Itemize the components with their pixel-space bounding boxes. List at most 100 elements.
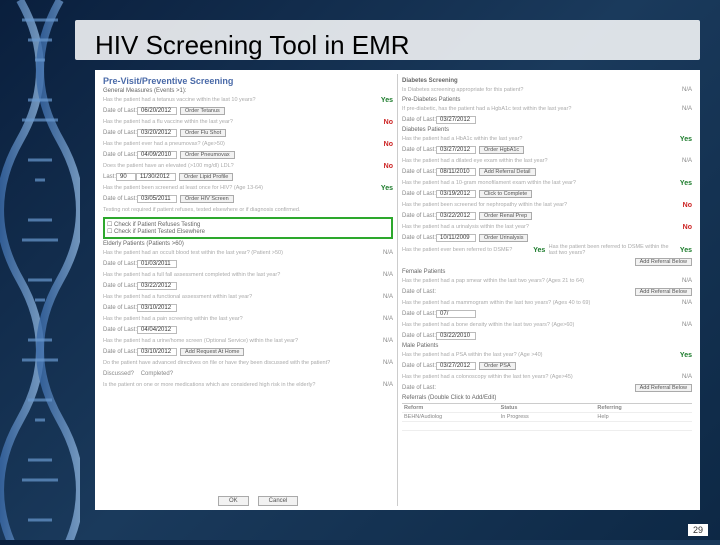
flu-btn[interactable]: Order Flu Shot [180, 129, 226, 137]
adv-q: Do the patient have advanced directives … [103, 360, 379, 366]
urin-ans: No [683, 224, 692, 231]
hiv-date[interactable]: 03/05/2011 [137, 195, 177, 203]
func-q: Has the patient had a functional assessm… [103, 294, 379, 300]
hiv-chk2[interactable]: ☐ Check if Patient Tested Elsewhere [107, 228, 389, 235]
emr-panel: Pre-Visit/Preventive Screening General M… [95, 70, 700, 510]
med-ans: N/A [383, 382, 393, 388]
occult-q: Has the patient had an occult blood test… [103, 250, 379, 256]
urin-q: Has the patient had a urinalysis within … [402, 224, 679, 230]
ldl-date[interactable]: 11/30/2012 [136, 173, 176, 181]
hiv-btn[interactable]: Order HIV Screen [180, 195, 234, 203]
flu-q: Has the patient had a flu vaccine within… [103, 119, 380, 125]
hba1c-date[interactable]: 03/27/2012 [436, 146, 476, 154]
occult-date[interactable]: 01/03/2011 [137, 260, 177, 268]
ref-c1: Reform [402, 404, 499, 412]
hba1c-ans: Yes [680, 136, 692, 143]
mono-btn[interactable]: Click to Complete [479, 190, 532, 198]
ok-button[interactable]: OK [218, 496, 249, 506]
mamm-q: Has the patient had a mammogram within t… [402, 300, 678, 306]
mono-q: Has the patient had a 10-gram monofilame… [402, 180, 676, 186]
pneum-ans: No [384, 141, 393, 148]
general-header: General Measures (Events >1): [103, 88, 393, 94]
bone-q: Has the patient had a bone density withi… [402, 322, 678, 328]
ref-c3: Referring [595, 404, 692, 412]
psa-ans: Yes [680, 352, 692, 359]
eye-btn[interactable]: Add Referral Detail [479, 168, 535, 176]
psa-q: Has the patient had a PSA within the las… [402, 352, 676, 358]
ldl-q: Does the patient have an elevated (>100 … [103, 163, 380, 169]
flu-ans: No [384, 119, 393, 126]
ldl-val[interactable]: 90 [116, 173, 136, 181]
ref-r1: BEHN/Audiolog [402, 413, 499, 421]
dsme-a1: Yes [533, 247, 545, 254]
dsme-btn[interactable]: Add Referral Below [635, 258, 692, 266]
hba1c-btn[interactable]: Order HgbA1c [479, 146, 524, 154]
func-ans: N/A [383, 294, 393, 300]
ref-r3: Help [595, 413, 692, 421]
tetanus-btn[interactable]: Order Tetanus [180, 107, 225, 115]
col-q: Has the patient had a colonoscopy within… [402, 374, 678, 380]
dsme-q2: Has the patient been referred to DSME wi… [549, 244, 676, 256]
neph-btn[interactable]: Order Renal Prep [479, 212, 532, 220]
tetanus-q: Has the patient had a tetanus vaccine wi… [103, 97, 377, 103]
psa-btn[interactable]: Order PSA [479, 362, 516, 370]
male-hdr: Male Patients [402, 343, 692, 349]
func-date[interactable]: 03/10/2012 [137, 304, 177, 312]
dsme-a2: Yes [680, 247, 692, 254]
ldl-ans: No [384, 163, 393, 170]
fall-q: Has the patient had a full fall assessme… [103, 272, 379, 278]
ldl-btn[interactable]: Order Lipid Profile [179, 173, 233, 181]
comp-lbl: Completed? [141, 371, 173, 377]
mono-ans: Yes [680, 180, 692, 187]
pap-btn[interactable]: Add Referral Below [635, 288, 692, 296]
diabp-hdr: Diabetes Patients [402, 127, 692, 133]
adv-ans: N/A [383, 360, 393, 366]
col-ans: N/A [682, 374, 692, 380]
mamm-date[interactable]: 07/ [436, 310, 476, 318]
scr-btn[interactable]: Add Request At Home [180, 348, 244, 356]
elderly-header: Elderly Patients (Patients >60) [103, 241, 393, 247]
fall-ans: N/A [383, 272, 393, 278]
left-column: Pre-Visit/Preventive Screening General M… [99, 74, 397, 506]
dna-decoration [0, 0, 80, 540]
urin-btn[interactable]: Order Urinalysis [479, 234, 528, 242]
pneum-date[interactable]: 04/09/2010 [137, 151, 177, 159]
col-btn[interactable]: Add Referral Below [635, 384, 692, 392]
psa-date[interactable]: 03/27/2012 [436, 362, 476, 370]
slide-title: HIV Screening Tool in EMR [95, 30, 410, 61]
hiv-chk1[interactable]: ☐ Check if Patient Refuses Testing [107, 221, 389, 228]
cancel-button[interactable]: Cancel [258, 496, 299, 506]
diab-hdr: Diabetes Screening [402, 78, 692, 84]
flu-date[interactable]: 03/20/2012 [137, 129, 177, 137]
bone-ans: N/A [682, 322, 692, 328]
pneum-btn[interactable]: Order Pneumovax [180, 151, 235, 159]
hiv-ans: Yes [381, 185, 393, 192]
hba1c-q: Has the patient had a HbA1c within the l… [402, 136, 676, 142]
pain-date[interactable]: 04/04/2012 [137, 326, 177, 334]
bone-date[interactable]: 03/22/2010 [436, 332, 476, 340]
neph-q: Has the patient been screened for nephro… [402, 202, 679, 208]
disc-lbl: Discussed? [103, 371, 134, 377]
pneum-q: Has the patient ever had a pneumovax? (A… [103, 141, 380, 147]
prediab-date[interactable]: 03/27/2012 [436, 116, 476, 124]
date-label: Date of Last: [103, 108, 137, 114]
eye-ans: N/A [682, 158, 692, 164]
eye-date[interactable]: 08/11/2010 [436, 168, 476, 176]
referrals-table[interactable]: Reform Status Referring BEHN/Audiolog In… [402, 403, 692, 431]
prediab-ans: N/A [682, 106, 692, 112]
urin-date[interactable]: 10/11/2009 [436, 234, 476, 242]
prediab-hdr: Pre-Diabetes Patients [402, 97, 692, 103]
ref-r2: In Progress [499, 413, 596, 421]
scr-q: Has the patient had a urine/home screen … [103, 338, 379, 344]
occult-ans: N/A [383, 250, 393, 256]
scr-date[interactable]: 03/10/2012 [137, 348, 177, 356]
mono-date[interactable]: 03/19/2012 [436, 190, 476, 198]
scr-ans: N/A [383, 338, 393, 344]
neph-date[interactable]: 03/22/2012 [436, 212, 476, 220]
fall-date[interactable]: 03/22/2012 [137, 282, 177, 290]
pap-q: Has the patient had a pap smear within t… [402, 278, 678, 284]
tetanus-date[interactable]: 06/20/2012 [137, 107, 177, 115]
eye-q: Has the patient had a dilated eye exam w… [402, 158, 678, 164]
pap-ans: N/A [682, 278, 692, 284]
hiv-highlight: ☐ Check if Patient Refuses Testing ☐ Che… [103, 217, 393, 239]
